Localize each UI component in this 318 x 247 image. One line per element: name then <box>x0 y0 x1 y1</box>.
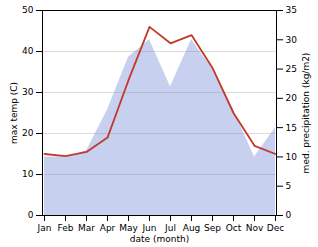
svg-text:15: 15 <box>286 123 297 133</box>
svg-text:date (month): date (month) <box>130 234 189 244</box>
svg-text:30: 30 <box>22 87 34 97</box>
svg-text:30: 30 <box>286 35 298 45</box>
svg-text:Feb: Feb <box>58 223 74 233</box>
svg-text:10: 10 <box>22 169 34 179</box>
svg-text:40: 40 <box>22 46 34 56</box>
svg-text:May: May <box>119 223 138 233</box>
svg-text:max temp (C): max temp (C) <box>9 82 19 144</box>
svg-text:0: 0 <box>286 210 292 220</box>
svg-text:med. precipitation (kg/m2): med. precipitation (kg/m2) <box>301 53 311 174</box>
svg-text:10: 10 <box>286 152 298 162</box>
svg-text:Aug: Aug <box>183 223 201 233</box>
svg-text:Mar: Mar <box>78 223 95 233</box>
svg-text:0: 0 <box>28 210 34 220</box>
svg-text:5: 5 <box>286 181 292 191</box>
svg-text:Nov: Nov <box>246 223 264 233</box>
svg-text:Oct: Oct <box>226 223 242 233</box>
svg-text:Jun: Jun <box>141 223 156 233</box>
svg-text:20: 20 <box>286 93 298 103</box>
svg-text:Dec: Dec <box>267 223 284 233</box>
svg-text:Jul: Jul <box>164 223 176 233</box>
svg-text:Apr: Apr <box>100 223 116 233</box>
svg-text:35: 35 <box>286 5 297 15</box>
svg-text:50: 50 <box>22 5 34 15</box>
svg-text:20: 20 <box>22 128 34 138</box>
svg-text:25: 25 <box>286 64 297 74</box>
svg-text:Sep: Sep <box>204 223 221 233</box>
svg-text:Jan: Jan <box>37 223 52 233</box>
